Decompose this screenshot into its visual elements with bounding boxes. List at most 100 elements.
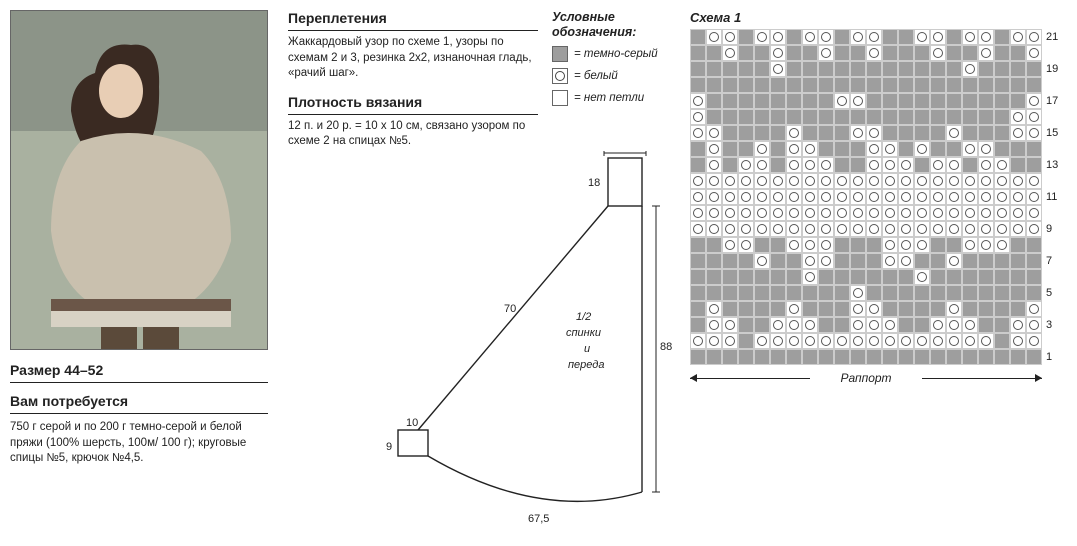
chart-cell [930, 45, 946, 61]
chart-cell [866, 173, 882, 189]
chart-cell [722, 221, 738, 237]
chart-cell [946, 141, 962, 157]
chart-cell [994, 61, 1010, 77]
chart-cell [738, 157, 754, 173]
chart-cell [1026, 141, 1042, 157]
chart-cell [882, 269, 898, 285]
chart-row [690, 205, 1070, 221]
chart-cell [690, 253, 706, 269]
chart-cell [930, 173, 946, 189]
chart-cell [706, 29, 722, 45]
chart-row-number: 15 [1042, 125, 1062, 141]
chart-cell [866, 317, 882, 333]
chart-cell [786, 45, 802, 61]
chart-cell [866, 189, 882, 205]
chart-cell [690, 301, 706, 317]
chart-cell [898, 269, 914, 285]
chart-row: 17 [690, 93, 1070, 109]
chart-cell [1026, 221, 1042, 237]
chart-cell [754, 61, 770, 77]
chart-cell [882, 29, 898, 45]
chart-cell [914, 317, 930, 333]
chart-cell [978, 61, 994, 77]
chart-cell [1010, 269, 1026, 285]
chart-cell [914, 77, 930, 93]
chart-cell [690, 141, 706, 157]
chart-cell [690, 221, 706, 237]
chart-cell [866, 61, 882, 77]
chart-cell [786, 141, 802, 157]
chart-cell [722, 157, 738, 173]
chart-row [690, 333, 1070, 349]
chart-cell [898, 173, 914, 189]
chart-cell [1010, 125, 1026, 141]
chart-cell [770, 93, 786, 109]
chart-cell [834, 269, 850, 285]
chart-cell [706, 269, 722, 285]
chart-cell [770, 253, 786, 269]
chart-cell [850, 237, 866, 253]
chart-row: 7 [690, 253, 1070, 269]
chart-cell [834, 349, 850, 365]
chart-cell [898, 301, 914, 317]
chart-cell [786, 125, 802, 141]
chart-cell [722, 205, 738, 221]
chart-cell [770, 45, 786, 61]
chart-cell [914, 173, 930, 189]
legend-label: = темно-серый [574, 48, 658, 60]
chart-cell [690, 317, 706, 333]
chart-cell [834, 141, 850, 157]
chart-cell [914, 205, 930, 221]
chart-row-number: 9 [1042, 221, 1062, 237]
materials-heading: Вам потребуется [10, 393, 268, 414]
chart-cell [1010, 205, 1026, 221]
chart-cell [866, 45, 882, 61]
chart-cell [834, 221, 850, 237]
chart-cell [802, 253, 818, 269]
chart-cell [946, 77, 962, 93]
chart-cell [882, 221, 898, 237]
dim-notch-h: 9 [386, 441, 392, 453]
chart-cell [738, 333, 754, 349]
chart-cell [738, 221, 754, 237]
chart-cell [930, 109, 946, 125]
chart-cell [994, 109, 1010, 125]
chart-cell [882, 285, 898, 301]
chart-cell [850, 125, 866, 141]
chart-cell [770, 221, 786, 237]
chart-cell [1010, 141, 1026, 157]
gauge-heading: Плотность вязания [288, 94, 538, 115]
rapport-label: Раппорт [690, 371, 1042, 385]
chart-cell [770, 317, 786, 333]
chart-cell [770, 125, 786, 141]
chart-cell [722, 317, 738, 333]
chart-cell [770, 333, 786, 349]
chart-cell [978, 125, 994, 141]
chart-cell [978, 205, 994, 221]
chart-cell [1026, 157, 1042, 173]
chart-cell [738, 269, 754, 285]
chart-cell [914, 189, 930, 205]
dim-diag: 70 [504, 303, 516, 315]
chart-cell [1026, 333, 1042, 349]
chart-cell [818, 29, 834, 45]
chart-cell [754, 189, 770, 205]
chart-cell [882, 77, 898, 93]
chart-cell [1010, 317, 1026, 333]
chart-cell [914, 45, 930, 61]
chart-cell [1026, 45, 1042, 61]
chart-cell [770, 189, 786, 205]
chart-cell [850, 77, 866, 93]
chart-cell [690, 109, 706, 125]
chart-cell [754, 221, 770, 237]
chart-cell [882, 333, 898, 349]
chart-cell [706, 157, 722, 173]
chart-row-number: 5 [1042, 285, 1062, 301]
chart-cell [946, 301, 962, 317]
chart-row-number [1042, 173, 1062, 189]
chart-cell [802, 29, 818, 45]
chart-cell [850, 285, 866, 301]
chart-cell [1026, 173, 1042, 189]
chart-cell [818, 125, 834, 141]
chart-cell [738, 173, 754, 189]
